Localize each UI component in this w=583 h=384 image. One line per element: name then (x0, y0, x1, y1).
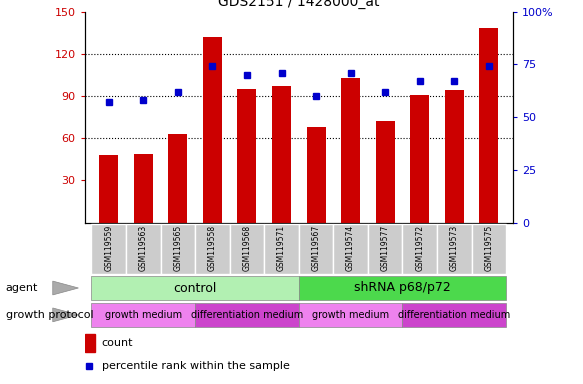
Bar (85, 333, 95, 352)
Text: GSM119565: GSM119565 (173, 225, 182, 271)
Text: growth medium: growth medium (105, 310, 182, 320)
Text: agent: agent (6, 283, 38, 293)
Text: GSM119572: GSM119572 (415, 225, 424, 271)
FancyBboxPatch shape (264, 224, 299, 273)
Text: growth medium: growth medium (312, 310, 389, 320)
Bar (410, 94, 429, 223)
Text: count: count (101, 338, 133, 348)
FancyBboxPatch shape (195, 224, 230, 273)
FancyBboxPatch shape (299, 276, 506, 300)
Text: GSM119567: GSM119567 (311, 225, 321, 271)
Text: GSM119563: GSM119563 (139, 225, 147, 271)
Bar (479, 28, 498, 223)
Text: differentiation medium: differentiation medium (398, 310, 511, 320)
Bar (134, 154, 153, 223)
Bar (237, 89, 257, 223)
Text: GSM119568: GSM119568 (243, 225, 251, 271)
Text: differentiation medium: differentiation medium (191, 310, 303, 320)
Text: GSM119571: GSM119571 (277, 225, 286, 271)
Text: GSM119559: GSM119559 (104, 225, 113, 271)
FancyBboxPatch shape (402, 303, 506, 327)
Text: GSM119575: GSM119575 (484, 225, 493, 271)
Text: GSM119573: GSM119573 (450, 225, 459, 271)
Bar (168, 134, 187, 223)
Text: shRNA p68/p72: shRNA p68/p72 (354, 281, 451, 295)
FancyBboxPatch shape (160, 224, 195, 273)
Bar (99, 155, 118, 223)
Bar (307, 127, 325, 223)
Text: growth protocol: growth protocol (6, 310, 93, 320)
FancyBboxPatch shape (230, 224, 264, 273)
Text: GSM119558: GSM119558 (208, 225, 217, 271)
Bar (341, 78, 360, 223)
Bar (445, 90, 464, 223)
FancyBboxPatch shape (299, 303, 402, 327)
FancyBboxPatch shape (333, 224, 368, 273)
Text: GSM119577: GSM119577 (381, 225, 389, 271)
Text: control: control (173, 281, 217, 295)
FancyBboxPatch shape (368, 224, 402, 273)
Polygon shape (53, 281, 78, 295)
Title: GDS2151 / 1428000_at: GDS2151 / 1428000_at (218, 0, 380, 9)
FancyBboxPatch shape (195, 303, 299, 327)
FancyBboxPatch shape (402, 224, 437, 273)
FancyBboxPatch shape (126, 224, 160, 273)
FancyBboxPatch shape (299, 224, 333, 273)
Bar (375, 121, 395, 223)
Text: GSM119574: GSM119574 (346, 225, 355, 271)
Bar (203, 37, 222, 223)
Bar (272, 86, 291, 223)
FancyBboxPatch shape (92, 303, 195, 327)
FancyBboxPatch shape (92, 276, 299, 300)
Polygon shape (53, 308, 78, 322)
Text: percentile rank within the sample: percentile rank within the sample (101, 361, 290, 371)
FancyBboxPatch shape (472, 224, 506, 273)
FancyBboxPatch shape (92, 224, 126, 273)
FancyBboxPatch shape (437, 224, 472, 273)
